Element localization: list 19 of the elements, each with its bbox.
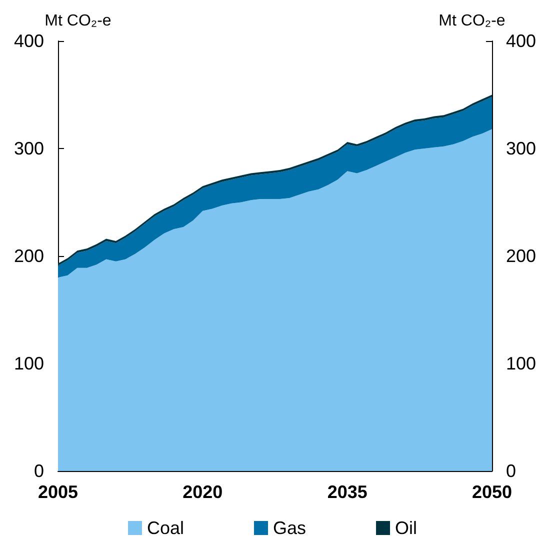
y2-tick-label: 0 — [506, 461, 516, 481]
x-tick-label: 2035 — [327, 482, 368, 502]
y-tick-label: 400 — [14, 31, 44, 51]
legend-label: Gas — [273, 518, 306, 538]
y2-tick-label: 100 — [506, 354, 536, 374]
legend-label: Coal — [146, 518, 184, 538]
y2-tick-label: 200 — [506, 246, 536, 266]
y-tick-label: 200 — [14, 246, 44, 266]
y2-tick-label: 300 — [506, 138, 536, 158]
x-tick-label: 2005 — [38, 482, 78, 502]
y-tick-label: 300 — [14, 138, 44, 158]
x-tick-label: 2020 — [182, 482, 223, 502]
legend-label: Oil — [395, 518, 418, 538]
y-tick-label: 0 — [34, 461, 44, 481]
y2-tick-label: 400 — [506, 31, 536, 51]
y2-axis-title: Mt CO₂-e — [438, 12, 506, 30]
y-axis-title: Mt CO₂-e — [44, 12, 112, 30]
x-tick-label: 2050 — [472, 482, 512, 502]
y-tick-label: 100 — [14, 354, 44, 374]
